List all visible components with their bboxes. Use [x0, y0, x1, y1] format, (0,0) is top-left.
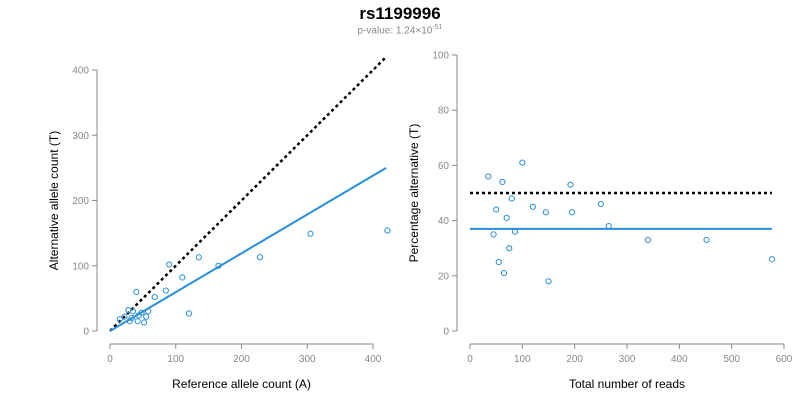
- y-tick-label: 300: [72, 131, 89, 142]
- data-point: [116, 316, 123, 323]
- data-point: [133, 288, 140, 295]
- data-point: [195, 254, 202, 261]
- data-point: [129, 308, 137, 315]
- data-point: [511, 228, 519, 235]
- chart-title: rs1199996: [359, 4, 441, 23]
- y-tick-label: 20: [438, 271, 450, 282]
- data-point: [141, 319, 148, 326]
- data-point: [215, 262, 222, 269]
- pvalue-times: ×10: [415, 25, 433, 37]
- data-point: [545, 278, 552, 285]
- x-tick-label: 0: [467, 354, 473, 365]
- y-tick-label: 400: [72, 66, 89, 77]
- data-point: [644, 236, 652, 244]
- data-point: [703, 236, 710, 244]
- x-tick-label: 300: [299, 354, 316, 365]
- x-tick-label: 100: [514, 354, 531, 365]
- data-point: [499, 178, 506, 186]
- data-point: [493, 206, 500, 213]
- y-tick-label: 100: [72, 261, 89, 272]
- data-point: [143, 313, 150, 320]
- data-point: [384, 227, 391, 234]
- fit-line: [109, 167, 387, 332]
- data-point: [121, 313, 128, 320]
- pvalue-mantissa: 1.24: [395, 25, 416, 37]
- pvalue-exponent: -51: [432, 24, 443, 31]
- data-point: [500, 269, 508, 277]
- x-tick-label: 600: [776, 354, 793, 365]
- y-tick-label: 80: [438, 106, 450, 117]
- data-point: [506, 245, 513, 252]
- data-point: [597, 200, 604, 208]
- y-axis-label: Alternative allele count (T): [47, 131, 61, 270]
- x-tick-label: 300: [619, 354, 636, 365]
- x-axis-label: Total number of reads: [569, 377, 685, 391]
- y-tick-label: 0: [83, 327, 89, 338]
- data-point: [519, 159, 526, 166]
- x-tick-label: 400: [671, 354, 688, 365]
- data-point: [485, 173, 492, 180]
- data-point: [542, 209, 549, 216]
- data-point: [568, 209, 576, 216]
- y-tick-label: 200: [72, 196, 89, 207]
- data-point: [529, 203, 536, 210]
- x-tick-label: 0: [107, 354, 113, 365]
- chart-subtitle: p-value: 1.24×10-51: [0, 24, 800, 36]
- data-point: [138, 309, 145, 316]
- x-tick-label: 400: [365, 354, 382, 365]
- y-tick-label: 40: [438, 216, 450, 227]
- data-point: [128, 314, 135, 322]
- data-point: [134, 318, 141, 325]
- data-point: [166, 261, 173, 268]
- y-axis-label: Percentage alternative (T): [407, 124, 421, 263]
- x-tick-label: 100: [167, 354, 184, 365]
- expected-line: [109, 56, 388, 332]
- data-point: [605, 223, 612, 230]
- data-point: [185, 310, 192, 317]
- pvalue-label: p-value:: [357, 25, 394, 37]
- data-point: [307, 230, 314, 237]
- data-point: [490, 231, 497, 238]
- data-point: [151, 293, 158, 301]
- x-axis-label: Reference allele count (A): [172, 377, 311, 391]
- y-tick-label: 60: [438, 161, 450, 172]
- data-point: [162, 287, 169, 294]
- x-tick-label: 500: [723, 354, 740, 365]
- panel-left: 0 100 200 300 400 0 100 200 300 400 Reference alle…: [47, 56, 391, 391]
- data-point: [145, 308, 152, 315]
- data-point: [503, 214, 510, 221]
- y-tick-label: 0: [443, 327, 449, 338]
- data-point: [126, 318, 133, 325]
- data-point: [768, 256, 776, 263]
- x-tick-label: 200: [233, 354, 250, 365]
- data-point: [256, 254, 264, 261]
- x-tick-label: 200: [566, 354, 583, 365]
- data-point: [567, 181, 574, 188]
- panel-right: 0 100 200 300 400 500 600 0 20 40 60 80 100 Total num…: [407, 51, 793, 392]
- data-point: [508, 195, 515, 202]
- y-tick-label: 100: [432, 51, 449, 62]
- data-point: [179, 274, 186, 281]
- data-point: [495, 258, 502, 266]
